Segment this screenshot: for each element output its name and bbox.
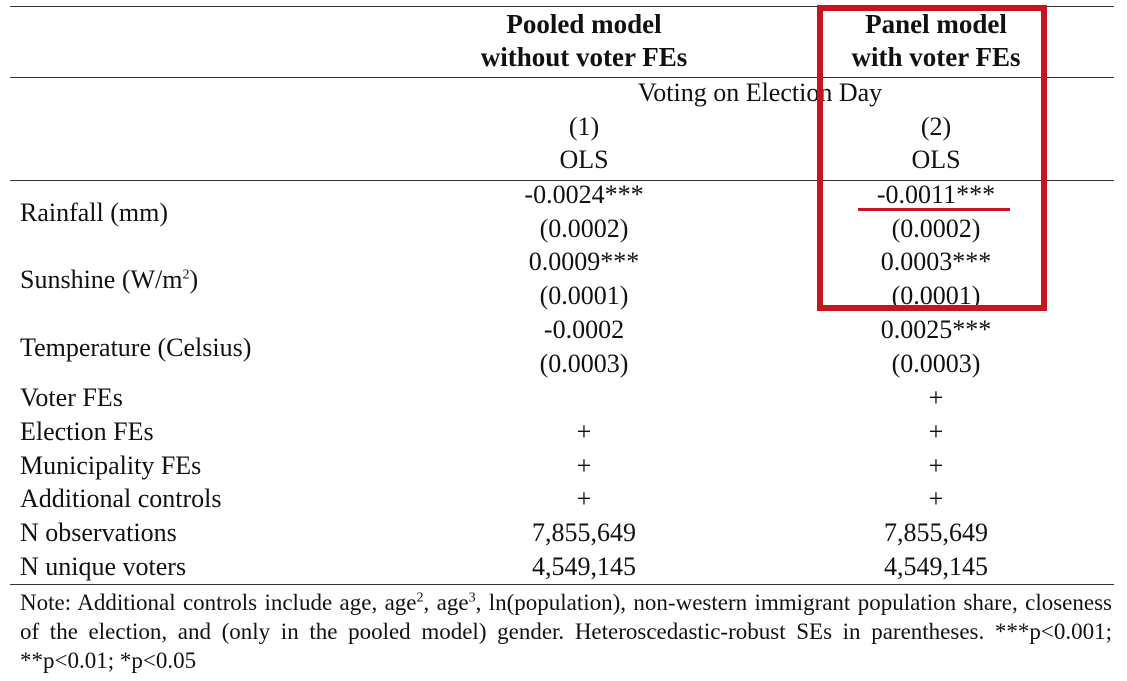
col1-heading-line2: without voter FEs — [480, 42, 688, 72]
sunshine-label-sup: 2 — [182, 267, 190, 283]
row-label-additional-controls: Additional controls — [20, 484, 222, 513]
highlight-underline — [858, 208, 1010, 211]
sunshine-coef-col2: 0.0003*** — [880, 247, 992, 276]
col2-number: (2) — [920, 112, 952, 141]
row-label-temperature: Temperature (Celsius) — [20, 333, 252, 362]
note-sup2: 3 — [468, 590, 476, 606]
table-note: Note: Additional controls include age, a… — [20, 588, 1112, 675]
sunshine-label-text: Sunshine (W/m — [20, 265, 183, 294]
row-label-rainfall: Rainfall (mm) — [20, 198, 169, 227]
body-top-rule — [10, 180, 1114, 181]
col1-method: OLS — [559, 145, 609, 174]
row-label-municipality-fes: Municipality FEs — [20, 451, 202, 480]
voter-fes-col2: + — [928, 383, 944, 412]
note-sup1: 2 — [416, 590, 424, 606]
sunshine-label-tail: ) — [189, 265, 199, 294]
temperature-coef-col1: -0.0002 — [543, 315, 625, 344]
row-label-election-fes: Election FEs — [20, 417, 154, 446]
col2-heading-line2: with voter FEs — [851, 42, 1021, 72]
row-label-n-unique-voters: N unique voters — [20, 552, 187, 581]
temperature-se-col2: (0.0003) — [891, 349, 981, 378]
row-label-voter-fes: Voter FEs — [20, 383, 123, 412]
top-rule — [10, 6, 1114, 7]
bottom-rule — [10, 584, 1114, 585]
col1-heading-line1: Pooled model — [506, 9, 662, 39]
note-part1: Note: Additional controls include age, a… — [20, 590, 417, 615]
municipality-fes-col1: + — [576, 451, 592, 480]
n-unique-voters-col2: 4,549,145 — [884, 552, 988, 581]
temperature-se-col1: (0.0003) — [539, 349, 629, 378]
note-part2: , age — [423, 590, 469, 615]
col2-method: OLS — [911, 145, 961, 174]
election-fes-col2: + — [928, 417, 944, 446]
rainfall-coef-col1: -0.0024*** — [524, 180, 644, 209]
col1-number: (1) — [568, 112, 600, 141]
sunshine-coef-col1: 0.0009*** — [528, 247, 640, 276]
header-rule — [10, 77, 1114, 78]
n-observations-col2: 7,855,649 — [884, 518, 988, 547]
highlight-box — [817, 5, 1047, 311]
n-unique-voters-col1: 4,549,145 — [532, 552, 636, 581]
sunshine-se-col1: (0.0001) — [539, 281, 629, 310]
row-label-sunshine: Sunshine (W/m2) — [20, 265, 198, 295]
rainfall-coef-col2: -0.0011*** — [876, 180, 996, 209]
temperature-coef-col2: 0.0025*** — [880, 315, 992, 344]
row-label-n-observations: N observations — [20, 518, 177, 547]
election-fes-col1: + — [576, 417, 592, 446]
rainfall-se-col1: (0.0002) — [539, 214, 629, 243]
additional-controls-col2: + — [928, 484, 944, 513]
col2-heading-line1: Panel model — [865, 9, 1007, 39]
municipality-fes-col2: + — [928, 451, 944, 480]
dependent-variable: Voting on Election Day — [637, 78, 883, 107]
additional-controls-col1: + — [576, 484, 592, 513]
n-observations-col1: 7,855,649 — [532, 518, 636, 547]
rainfall-se-col2: (0.0002) — [891, 214, 981, 243]
note-part3: , ln(population), non-western immigrant … — [20, 590, 1112, 673]
